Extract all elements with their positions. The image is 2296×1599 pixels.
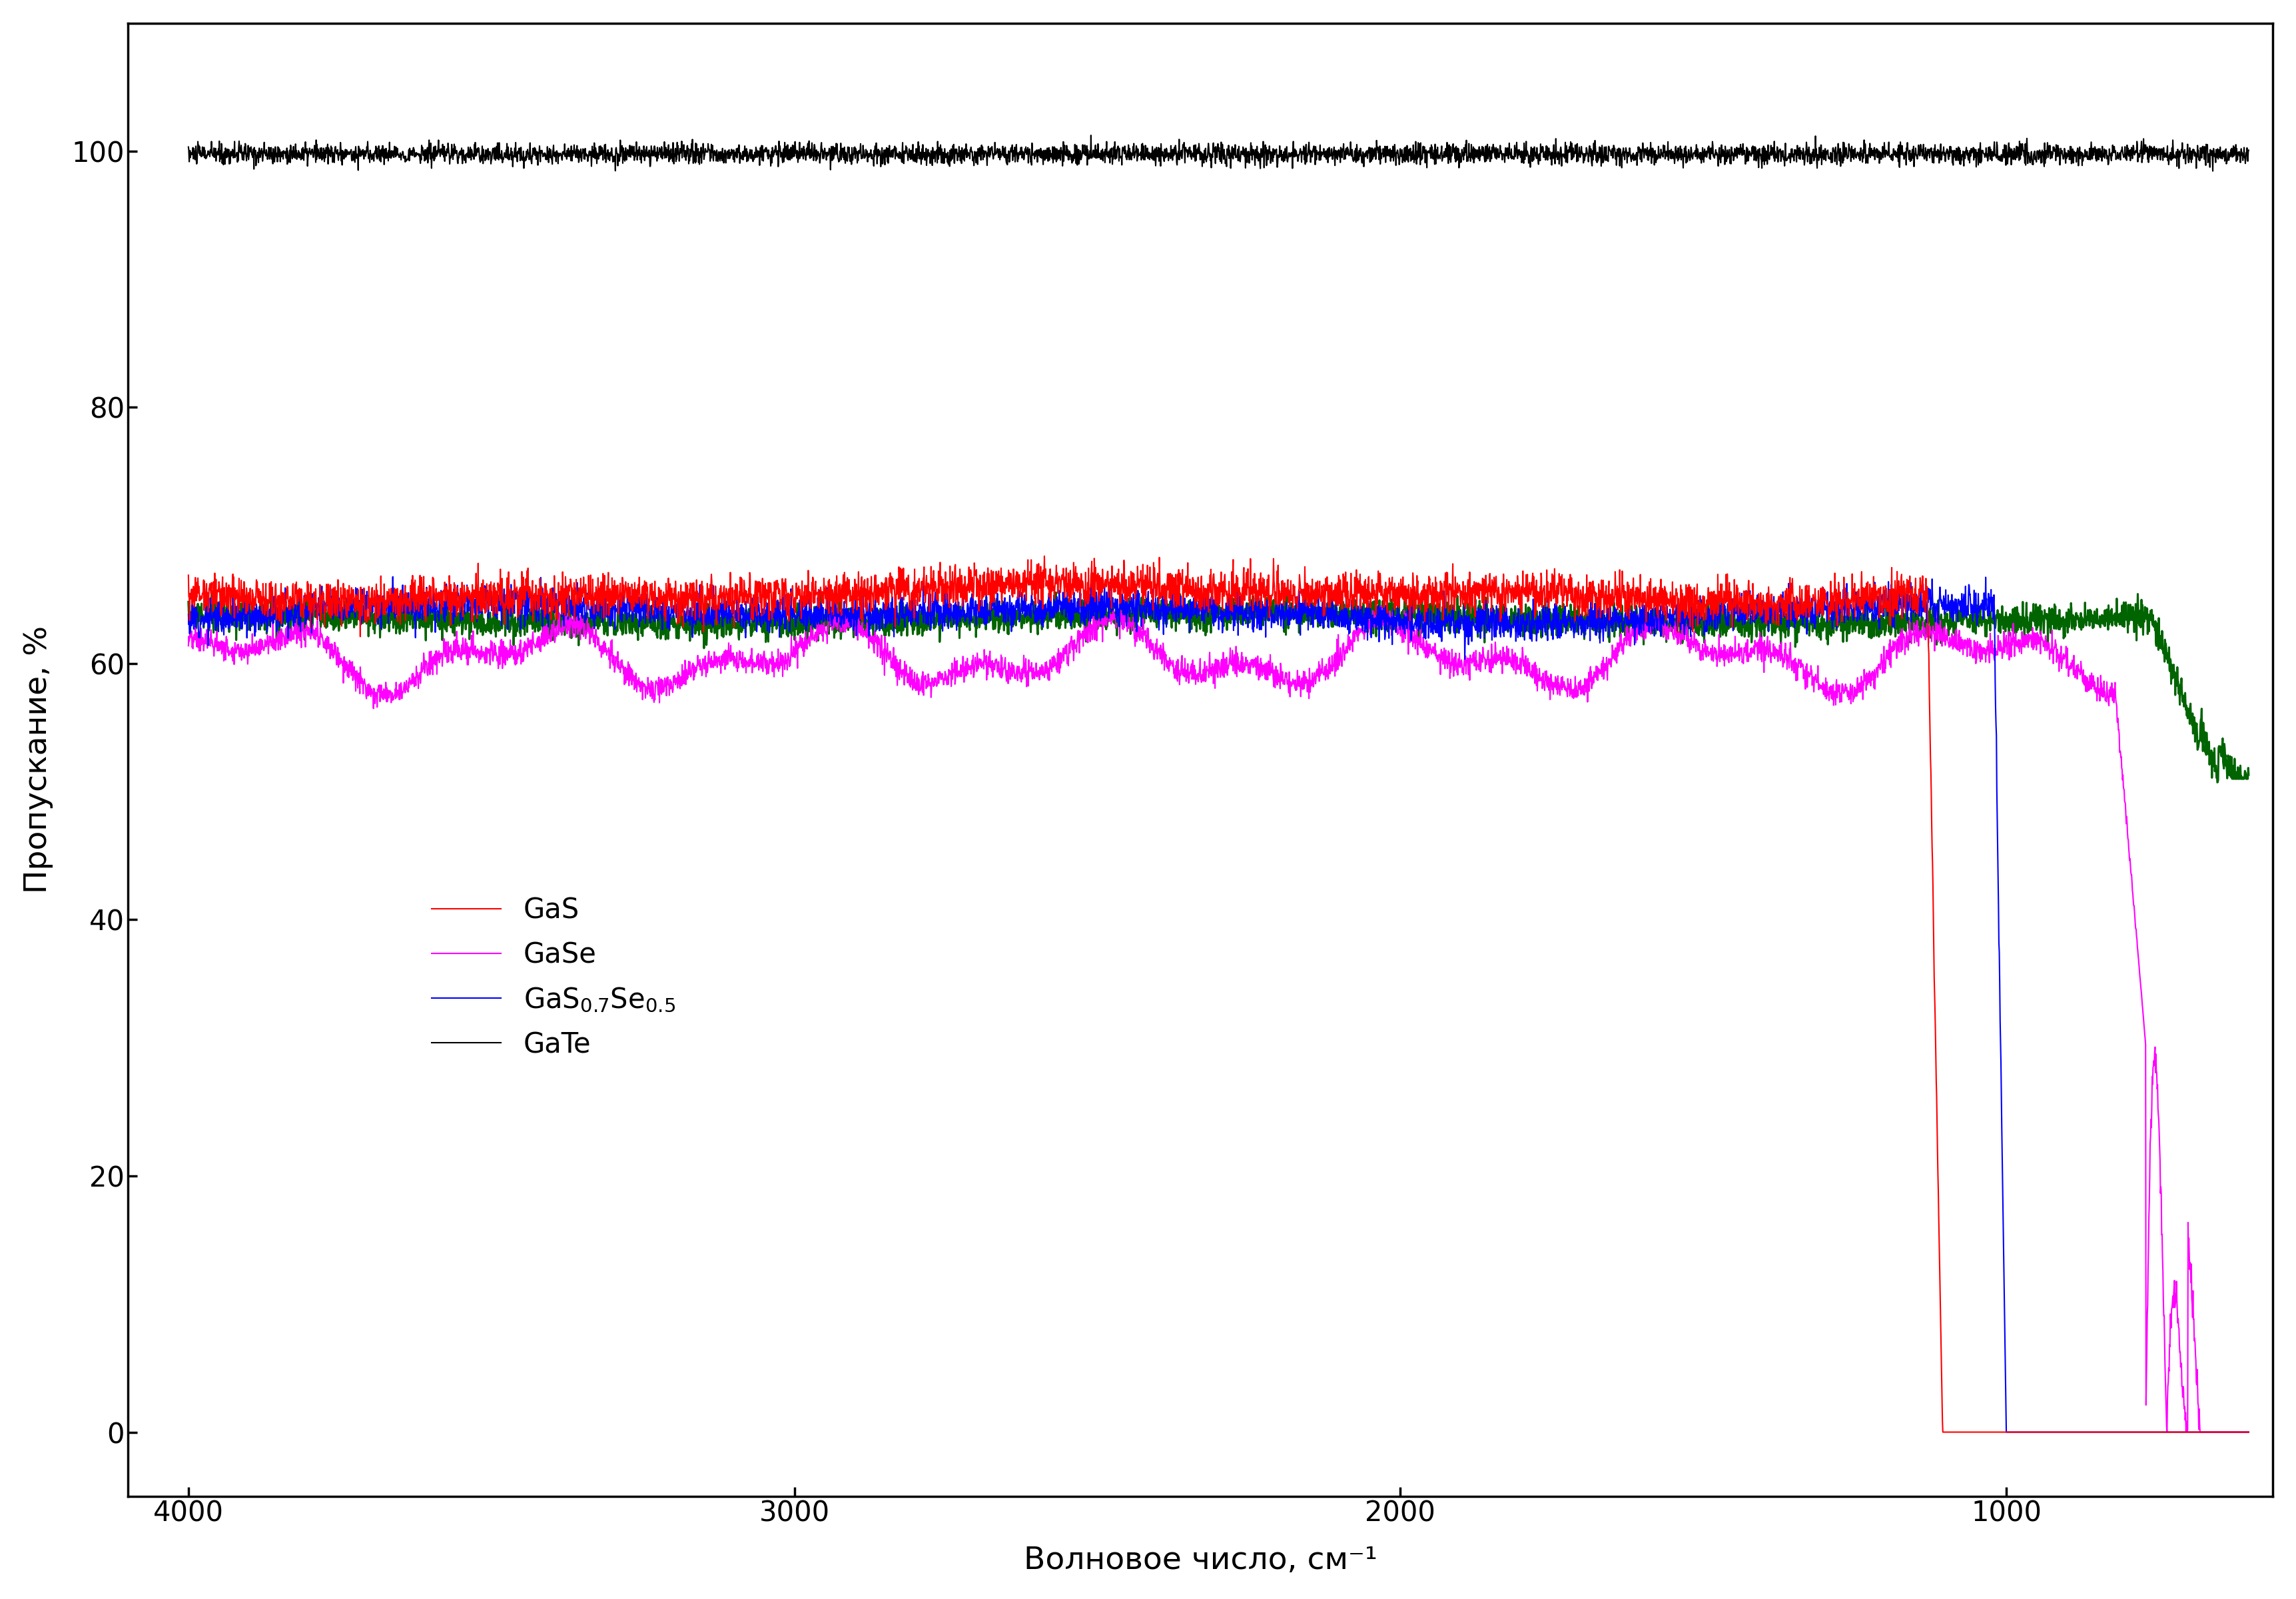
X-axis label: Волновое число, см⁻¹: Волновое число, см⁻¹ [1024, 1546, 1378, 1577]
Y-axis label: Пропускание, %: Пропускание, % [23, 625, 53, 894]
Legend: GaS, GaSe, GaS$_{0.7}$Se$_{0.5}$, GaTe: GaS, GaSe, GaS$_{0.7}$Se$_{0.5}$, GaTe [420, 886, 687, 1070]
